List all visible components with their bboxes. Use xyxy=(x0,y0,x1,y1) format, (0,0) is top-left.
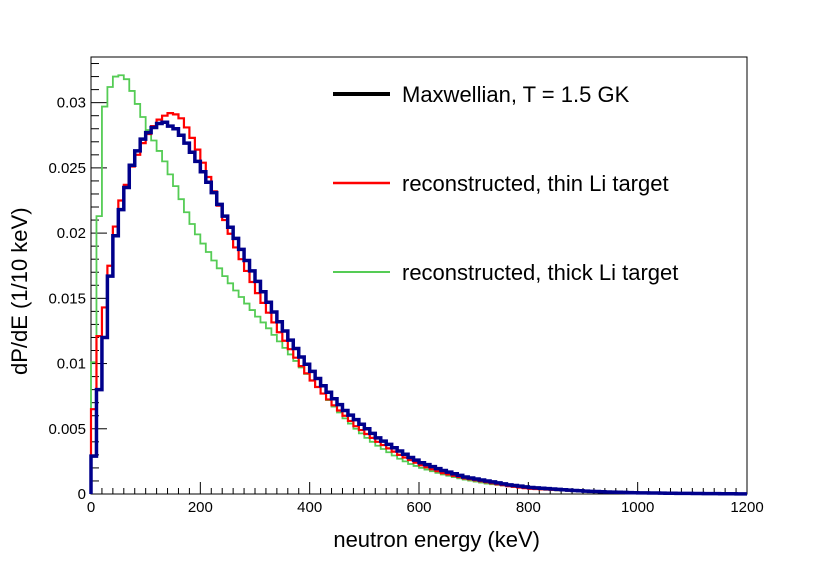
series-layer xyxy=(89,74,747,496)
legend: Maxwellian, T = 1.5 GK reconstructed, th… xyxy=(333,82,678,285)
x-tick-label: 400 xyxy=(297,499,322,516)
y-tick-label: 0.015 xyxy=(48,290,86,307)
y-tick-label: 0.03 xyxy=(57,95,86,112)
x-axis-title: neutron energy (keV) xyxy=(333,527,540,552)
x-tick-label: 1000 xyxy=(621,499,654,516)
y-axis-title: dP/dE (1/10 keV) xyxy=(7,207,32,375)
legend-label-maxwellian: Maxwellian, T = 1.5 GK xyxy=(402,82,630,107)
y-tick-label: 0.01 xyxy=(57,356,86,373)
y-tick-label: 0.005 xyxy=(48,421,86,438)
legend-label-thin-target: reconstructed, thin Li target xyxy=(402,171,669,196)
y-axis-ticks: 0 0.005 0.01 0.015 0.02 0.025 0.03 xyxy=(48,63,107,503)
x-tick-label: 600 xyxy=(406,499,431,516)
legend-label-thick-target: reconstructed, thick Li target xyxy=(402,260,678,285)
x-tick-label: 1200 xyxy=(730,499,763,516)
x-tick-label: 800 xyxy=(516,499,541,516)
series-maxwellian xyxy=(89,120,747,496)
x-tick-label: 0 xyxy=(87,499,95,516)
x-axis-ticks: 0 200 400 600 800 1000 1200 xyxy=(87,482,764,516)
y-tick-label: 0.02 xyxy=(57,225,86,242)
x-tick-label: 200 xyxy=(188,499,213,516)
y-tick-label: 0.025 xyxy=(48,160,86,177)
y-tick-label: 0 xyxy=(78,486,86,503)
